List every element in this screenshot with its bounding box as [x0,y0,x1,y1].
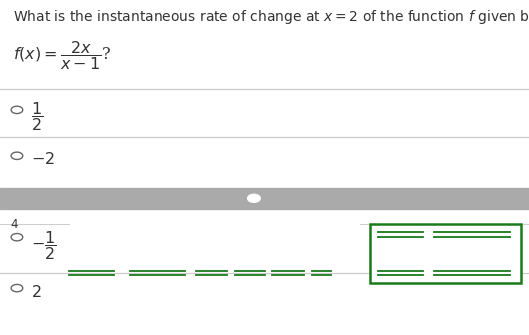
Text: What is the instantaneous rate of change at $x = 2$ of the function $f$ given by: What is the instantaneous rate of change… [13,8,529,26]
Bar [0,188,529,209]
Text: $-2$: $-2$ [31,151,54,169]
Text: $\dfrac{1}{2}$: $\dfrac{1}{2}$ [31,100,43,133]
Text: $f(x) = \dfrac{2x}{x-1}$?: $f(x) = \dfrac{2x}{x-1}$? [13,39,112,71]
Text: $2$: $2$ [31,284,41,301]
Text: $-\dfrac{1}{2}$: $-\dfrac{1}{2}$ [31,229,56,262]
Bar [370,224,521,283]
Text: $4$: $4$ [10,218,19,231]
Circle shape [248,194,260,202]
